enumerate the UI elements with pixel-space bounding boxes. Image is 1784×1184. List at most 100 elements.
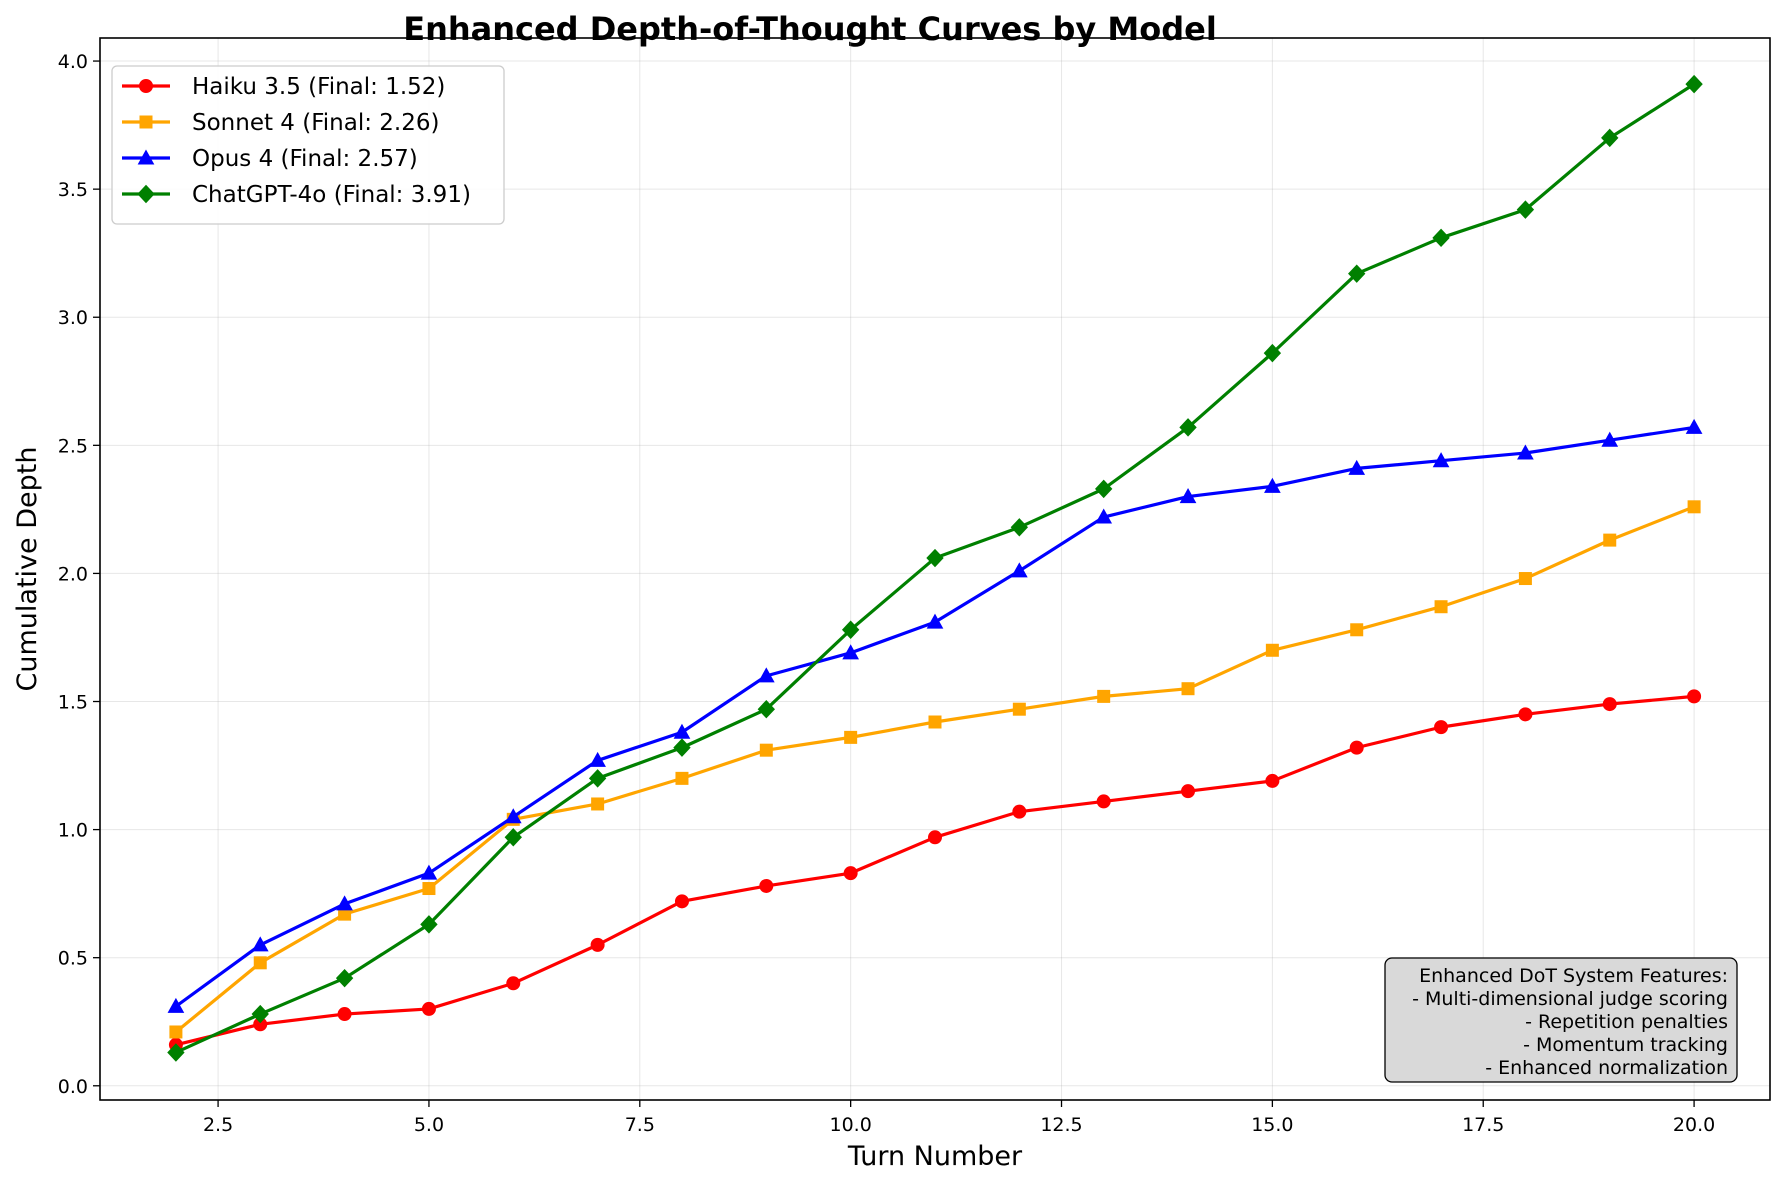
data-point	[1179, 418, 1197, 437]
annotation-line: - Enhanced normalization	[1485, 1057, 1728, 1079]
data-point	[1685, 418, 1703, 434]
data-point	[335, 968, 354, 988]
data-point	[1518, 707, 1533, 722]
data-point	[1601, 431, 1619, 447]
annotation-frame	[1384, 957, 1738, 1083]
legend-label: Haiku 3.5 (Final: 1.52)	[192, 74, 445, 100]
legend-item: ChatGPT-4o (Final: 3.91)	[122, 182, 471, 208]
y-axis-label: Cumulative Depth	[12, 447, 43, 692]
data-point	[1095, 479, 1113, 499]
data-point	[1516, 200, 1535, 219]
legend-item: Haiku 3.5 (Final: 1.52)	[122, 74, 445, 100]
y-tick-label: 3.0	[58, 307, 88, 329]
data-point	[167, 997, 185, 1013]
x-tick-label: 2.5	[203, 1114, 233, 1136]
data-point	[1601, 128, 1619, 148]
data-point	[1179, 488, 1197, 504]
data-point	[841, 620, 860, 640]
data-point	[759, 743, 773, 757]
data-point	[673, 738, 691, 757]
data-point	[759, 878, 774, 893]
data-point	[1687, 689, 1702, 704]
data-point	[420, 864, 438, 880]
data-point	[673, 723, 691, 739]
data-point	[843, 866, 858, 881]
data-point	[251, 1004, 269, 1024]
data-point	[336, 895, 353, 911]
legend-marker	[137, 184, 155, 204]
data-point	[842, 644, 860, 660]
x-tick-label: 15.0	[1251, 1114, 1293, 1136]
data-point	[506, 976, 521, 991]
data-point	[1010, 562, 1028, 578]
data-point	[1685, 74, 1703, 94]
features-annotation-box: Enhanced DoT System Features:- Multi-dim…	[1384, 957, 1738, 1083]
legend-marker	[137, 149, 155, 165]
data-point	[588, 769, 607, 788]
data-point	[757, 667, 775, 683]
annotation-line: Enhanced DoT System Features:	[1419, 965, 1728, 987]
data-point	[504, 808, 522, 824]
data-point	[1434, 720, 1449, 735]
legend: Haiku 3.5 (Final: 1.52) Sonnet 4 (Final: …	[111, 65, 505, 225]
data-point	[1181, 784, 1196, 799]
data-point	[1348, 264, 1366, 283]
x-tick-label: 20.0	[1673, 1114, 1715, 1136]
data-point	[1265, 773, 1280, 788]
legend-marker	[139, 115, 153, 129]
x-axis-label: Turn Number	[847, 1141, 1023, 1172]
data-point	[1687, 500, 1701, 514]
legend-item: Opus 4 (Final: 2.57)	[122, 146, 418, 172]
data-point	[757, 699, 775, 719]
data-point	[844, 730, 858, 744]
data-point	[926, 548, 944, 568]
annotation-line: - Multi-dimensional judge scoring	[1412, 988, 1728, 1010]
data-point	[251, 936, 269, 952]
data-point	[1434, 600, 1448, 614]
data-point	[422, 882, 436, 896]
x-tick-label: 7.5	[625, 1114, 655, 1136]
x-tick-label: 5.0	[414, 1114, 444, 1136]
data-point	[1181, 682, 1195, 696]
data-point	[167, 1043, 185, 1062]
y-tick-label: 2.5	[58, 435, 88, 457]
legend-label: Sonnet 4 (Final: 2.26)	[192, 110, 439, 136]
legend-frame	[111, 65, 505, 225]
data-point	[1350, 623, 1364, 637]
data-point	[1348, 459, 1366, 475]
data-point	[1096, 794, 1111, 809]
series-3	[167, 418, 1703, 1013]
data-point	[253, 956, 267, 970]
data-point	[675, 771, 689, 785]
x-tick-label: 17.5	[1462, 1114, 1504, 1136]
data-point	[169, 1025, 183, 1039]
y-tick-label: 3.5	[58, 179, 88, 201]
data-point	[589, 751, 606, 767]
annotation-line: - Momentum tracking	[1523, 1034, 1728, 1056]
legend-marker	[139, 79, 153, 93]
data-point	[421, 1001, 436, 1016]
data-point	[1349, 740, 1364, 755]
series-2	[169, 500, 1701, 1039]
x-axis-ticks: 2.5 5.0 7.5 10.0 12.5 15.0 17.5 20.0	[203, 1100, 1715, 1136]
data-point	[928, 830, 942, 845]
data-point	[926, 613, 944, 629]
y-tick-label: 2.0	[58, 563, 88, 585]
data-point	[1010, 518, 1029, 537]
annotation-line: - Repetition penalties	[1525, 1011, 1728, 1033]
data-point	[1602, 697, 1617, 712]
data-point	[1265, 643, 1279, 657]
y-tick-label: 4.0	[58, 51, 88, 73]
data-point	[1012, 702, 1026, 716]
data-point	[1603, 533, 1617, 547]
data-point	[337, 1007, 352, 1022]
y-axis-ticks: 0.0 0.5 1.0 1.5 2.0 2.5 3.0 3.5 4.0	[58, 51, 100, 1098]
x-tick-label: 10.0	[830, 1114, 872, 1136]
series-1	[168, 689, 1702, 1052]
data-point	[420, 915, 438, 934]
data-point	[591, 797, 605, 811]
legend-label: ChatGPT-4o (Final: 3.91)	[192, 182, 471, 208]
data-point	[1432, 228, 1450, 248]
y-tick-label: 0.5	[58, 948, 88, 970]
